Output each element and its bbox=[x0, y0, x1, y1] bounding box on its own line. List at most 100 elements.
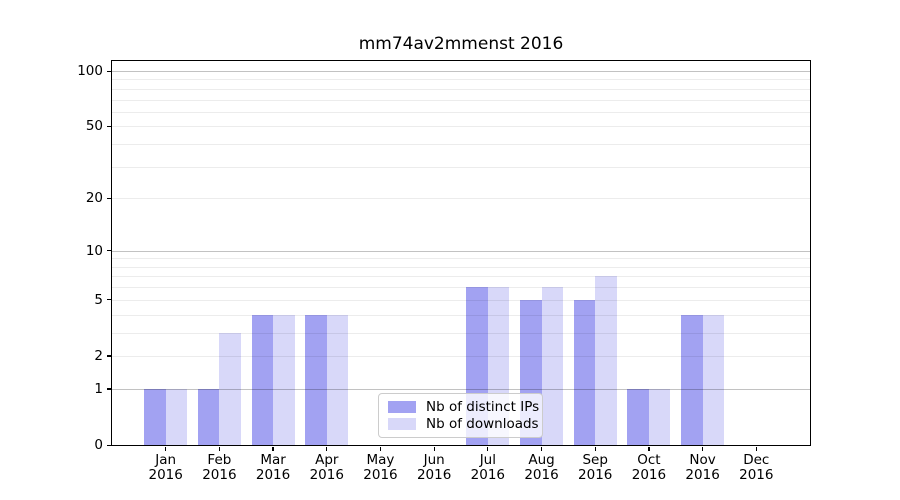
x-tick-month: Oct bbox=[637, 452, 661, 468]
x-tick-label: May 2016 bbox=[348, 453, 412, 483]
y-tick-mark bbox=[107, 197, 112, 199]
bar-ips-nov bbox=[681, 314, 703, 445]
x-tick-mark bbox=[433, 446, 435, 451]
gridline-major bbox=[112, 388, 810, 390]
gridline-minor bbox=[112, 258, 810, 260]
x-tick-mark bbox=[379, 446, 382, 451]
x-tick-year: 2016 bbox=[631, 467, 667, 483]
x-tick-label: Sep 2016 bbox=[563, 453, 627, 483]
gridline-minor bbox=[112, 126, 810, 128]
gridline-major bbox=[112, 250, 810, 252]
gridline-minor bbox=[112, 88, 810, 90]
x-tick-label: Jan 2016 bbox=[134, 453, 198, 483]
y-tick-label: 1 bbox=[94, 380, 103, 397]
gridline-minor bbox=[112, 314, 810, 316]
x-tick-mark bbox=[218, 446, 220, 451]
x-tick-mark bbox=[540, 446, 543, 451]
x-tick-month: Sep bbox=[582, 452, 608, 468]
legend-swatch-downloads-icon bbox=[388, 418, 416, 431]
x-tick-year: 2016 bbox=[578, 467, 613, 483]
x-tick-mark bbox=[755, 446, 757, 451]
x-tick-mark bbox=[702, 446, 704, 451]
x-tick-month: Apr bbox=[315, 452, 339, 468]
legend-item-downloads: Nb of downloads bbox=[388, 416, 539, 432]
chart-title: mm74av2mmenst 2016 bbox=[358, 34, 564, 54]
x-tick-mark bbox=[594, 446, 596, 451]
gridline-minor bbox=[112, 266, 810, 268]
y-tick-label: 2 bbox=[94, 347, 103, 364]
bar-ips-jan bbox=[144, 388, 166, 445]
x-tick-label: Nov 2016 bbox=[671, 453, 735, 483]
y-tick-mark bbox=[107, 250, 112, 252]
bar-downloads-sep bbox=[595, 276, 617, 445]
bar-downloads-feb bbox=[219, 332, 241, 445]
x-tick-label: Dec 2016 bbox=[724, 453, 788, 483]
bar-ips-oct bbox=[627, 388, 649, 445]
y-tick-label: 5 bbox=[94, 291, 103, 308]
x-tick-label: Mar 2016 bbox=[241, 453, 305, 483]
bar-ips-feb bbox=[197, 388, 220, 445]
x-tick-month: May bbox=[366, 452, 395, 468]
x-tick-year: 2016 bbox=[685, 467, 720, 483]
x-tick-label: Apr 2016 bbox=[295, 453, 359, 483]
x-tick-year: 2016 bbox=[739, 467, 774, 483]
bar-ips-mar bbox=[251, 314, 274, 445]
x-tick-label: Jul 2016 bbox=[456, 453, 520, 483]
bar-downloads-aug bbox=[541, 287, 564, 445]
bar-ips-apr bbox=[305, 314, 327, 445]
y-tick-mark bbox=[107, 125, 112, 128]
x-tick-month: Jun bbox=[423, 452, 445, 468]
x-tick-label: Feb 2016 bbox=[187, 453, 251, 483]
x-tick-month: Nov bbox=[689, 452, 716, 468]
y-tick-mark bbox=[107, 70, 112, 72]
legend-swatch-distinct-ips-icon bbox=[388, 400, 416, 413]
gridline-minor bbox=[112, 144, 810, 146]
legend-item-distinct-ips: Nb of distinct IPs bbox=[388, 399, 539, 415]
y-tick-mark bbox=[107, 299, 112, 301]
y-tick-mark bbox=[107, 444, 112, 446]
y-tick-label: 50 bbox=[85, 118, 103, 135]
legend-label-distinct-ips: Nb of distinct IPs bbox=[426, 398, 540, 415]
y-tick-label: 100 bbox=[77, 63, 103, 79]
y-tick-label: 10 bbox=[85, 242, 103, 259]
x-tick-mark bbox=[487, 446, 489, 451]
gridline-minor bbox=[112, 276, 810, 278]
gridline-minor bbox=[112, 355, 810, 357]
gridline-minor bbox=[112, 287, 810, 289]
bar-downloads-oct bbox=[648, 388, 671, 445]
bar-downloads-apr bbox=[326, 314, 349, 445]
y-tick-mark bbox=[107, 388, 112, 390]
x-tick-month: Jul bbox=[479, 452, 496, 468]
x-tick-label: Aug 2016 bbox=[510, 453, 574, 483]
x-tick-label: Oct 2016 bbox=[617, 453, 681, 483]
gridline-minor bbox=[112, 111, 810, 113]
x-tick-mark bbox=[648, 446, 650, 451]
x-tick-month: Dec bbox=[743, 452, 770, 468]
x-tick-year: 2016 bbox=[470, 467, 506, 483]
bar-downloads-mar bbox=[273, 314, 295, 445]
y-tick-mark bbox=[107, 355, 112, 357]
x-tick-year: 2016 bbox=[202, 467, 237, 483]
x-tick-mark bbox=[272, 446, 274, 451]
bar-downloads-nov bbox=[702, 314, 725, 445]
x-tick-year: 2016 bbox=[309, 467, 344, 483]
legend: Nb of distinct IPs Nb of downloads bbox=[378, 393, 543, 438]
gridline-minor bbox=[112, 299, 810, 301]
x-tick-year: 2016 bbox=[363, 467, 398, 483]
gridline-minor bbox=[112, 79, 810, 81]
x-tick-month: Mar bbox=[260, 452, 286, 468]
gridline-minor bbox=[112, 198, 810, 200]
x-tick-mark bbox=[326, 446, 328, 451]
x-tick-year: 2016 bbox=[148, 467, 183, 483]
x-tick-year: 2016 bbox=[524, 467, 559, 483]
bar-ips-sep bbox=[573, 299, 596, 445]
x-tick-year: 2016 bbox=[416, 467, 452, 483]
y-tick-label: 0 bbox=[94, 437, 103, 453]
gridline-minor bbox=[112, 166, 810, 168]
legend-label-downloads: Nb of downloads bbox=[426, 416, 539, 433]
x-tick-month: Aug bbox=[528, 452, 555, 468]
x-tick-mark bbox=[165, 446, 167, 451]
y-tick-label: 20 bbox=[85, 190, 103, 207]
gridline-major bbox=[112, 71, 810, 72]
